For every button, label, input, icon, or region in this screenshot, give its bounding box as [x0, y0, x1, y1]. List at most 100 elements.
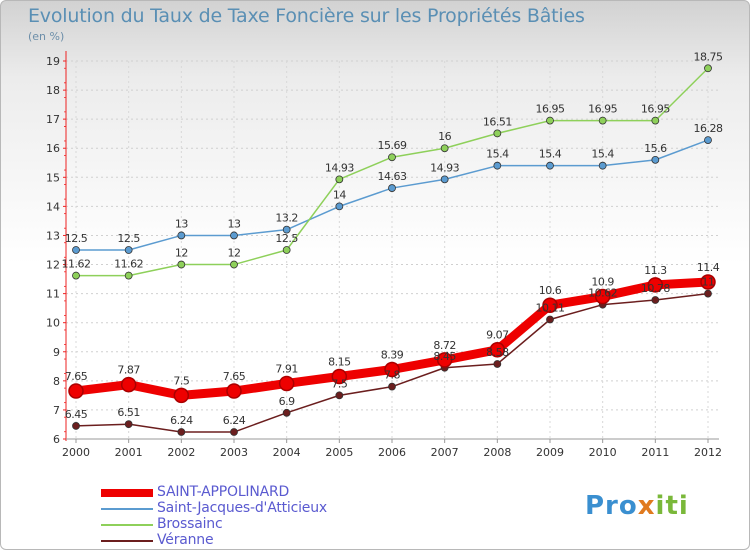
- legend-swatch: [101, 540, 153, 542]
- chart-title: Evolution du Taux de Taxe Foncière sur l…: [28, 5, 585, 27]
- data-point: [700, 274, 716, 290]
- data-label: 14.93: [325, 161, 354, 174]
- data-point: [388, 184, 396, 192]
- y-tick-label: 17: [46, 113, 60, 126]
- data-point: [647, 277, 664, 293]
- data-label: 15.69: [378, 139, 407, 152]
- data-point: [72, 246, 80, 254]
- y-tick-label: 10: [46, 317, 60, 330]
- data-label: 8.72: [433, 339, 456, 352]
- data-point: [704, 289, 712, 298]
- data-point: [124, 246, 133, 254]
- legend-label: Brossainc: [157, 516, 223, 532]
- data-point: [546, 315, 554, 324]
- data-point: [440, 175, 449, 184]
- data-label: 10.78: [641, 282, 670, 295]
- x-tick-label: 2010: [589, 446, 617, 459]
- data-label: 10.9: [591, 276, 614, 289]
- data-label: 16.28: [694, 122, 723, 135]
- y-tick-label: 7: [53, 404, 60, 417]
- data-label: 9.07: [486, 329, 509, 342]
- x-tick-label: 2006: [378, 446, 406, 459]
- data-point: [177, 231, 186, 240]
- data-label: 7.5: [331, 377, 347, 390]
- data-point: [493, 161, 502, 170]
- data-point: [594, 288, 611, 305]
- data-label: 7.5: [173, 374, 189, 387]
- data-point: [230, 231, 238, 240]
- data-label: 11.62: [62, 258, 91, 271]
- data-point: [335, 175, 344, 184]
- data-point: [598, 161, 607, 170]
- data-label: 15.4: [539, 148, 562, 161]
- data-point: [72, 422, 80, 430]
- data-label: 7.65: [223, 370, 246, 383]
- proxiti-logo: Proxiti: [585, 491, 689, 521]
- x-tick-label: 2007: [431, 446, 459, 459]
- data-point: [493, 360, 502, 368]
- legend-label: SAINT-APPOLINARD: [157, 484, 290, 500]
- data-label: 11.62: [114, 258, 143, 271]
- y-tick-label: 6: [53, 433, 60, 446]
- data-point: [335, 391, 344, 400]
- data-label: 12.5: [275, 232, 298, 245]
- x-tick-label: 2003: [220, 446, 248, 459]
- y-tick-label: 8: [53, 375, 60, 388]
- data-label: 11.3: [644, 264, 667, 277]
- data-point: [542, 297, 558, 313]
- data-label: 6.51: [117, 406, 140, 419]
- x-tick-label: 2009: [536, 446, 564, 459]
- x-tick-label: 2011: [641, 446, 669, 459]
- legend-swatch: [101, 508, 153, 510]
- data-point: [546, 116, 554, 125]
- data-label: 8.58: [486, 346, 509, 359]
- data-label: 6.24: [223, 414, 246, 427]
- data-label: 18.75: [694, 50, 723, 63]
- data-point: [177, 260, 186, 269]
- data-label: 15.6: [644, 142, 667, 155]
- unit-label: (en %): [28, 30, 65, 43]
- data-label: 16.95: [641, 103, 670, 116]
- data-point: [68, 383, 84, 399]
- data-point: [331, 368, 348, 385]
- x-tick-label: 2002: [167, 446, 195, 459]
- y-tick-label: 18: [46, 84, 60, 97]
- data-label: 11.4: [697, 261, 720, 274]
- data-label: 10.6: [539, 284, 562, 297]
- data-label: 7.65: [65, 370, 88, 383]
- data-point: [546, 161, 554, 170]
- data-label: 12: [228, 247, 241, 260]
- data-label: 11: [702, 276, 715, 289]
- data-point: [384, 361, 400, 378]
- data-label: 16.95: [536, 103, 565, 116]
- legend-label: Véranne: [157, 532, 214, 548]
- data-label: 16.51: [483, 115, 512, 128]
- x-tick-label: 2005: [325, 446, 353, 459]
- data-point: [651, 116, 660, 125]
- data-label: 14.63: [378, 170, 407, 183]
- data-label: 8.15: [328, 355, 351, 368]
- data-point: [704, 64, 712, 73]
- data-label: 13: [175, 217, 188, 230]
- data-label: 8.45: [433, 350, 456, 363]
- data-point: [489, 341, 506, 358]
- data-label: 13.2: [275, 212, 298, 225]
- data-label: 13: [228, 217, 241, 230]
- x-tick-label: 2008: [483, 446, 511, 459]
- data-point: [177, 428, 186, 436]
- y-tick-label: 14: [46, 200, 60, 213]
- data-point: [440, 144, 449, 153]
- x-tick-label: 2001: [115, 446, 143, 459]
- data-point: [72, 271, 80, 280]
- data-label: 16.95: [588, 103, 617, 116]
- data-point: [388, 153, 396, 162]
- data-label: 15.4: [486, 148, 509, 161]
- data-point: [651, 296, 660, 304]
- y-tick-label: 11: [46, 288, 60, 301]
- data-label: 10.11: [536, 301, 565, 314]
- data-label: 6.45: [65, 408, 88, 421]
- y-tick-label: 16: [46, 142, 60, 155]
- data-label: 15.4: [591, 148, 614, 161]
- x-tick-label: 2004: [273, 446, 301, 459]
